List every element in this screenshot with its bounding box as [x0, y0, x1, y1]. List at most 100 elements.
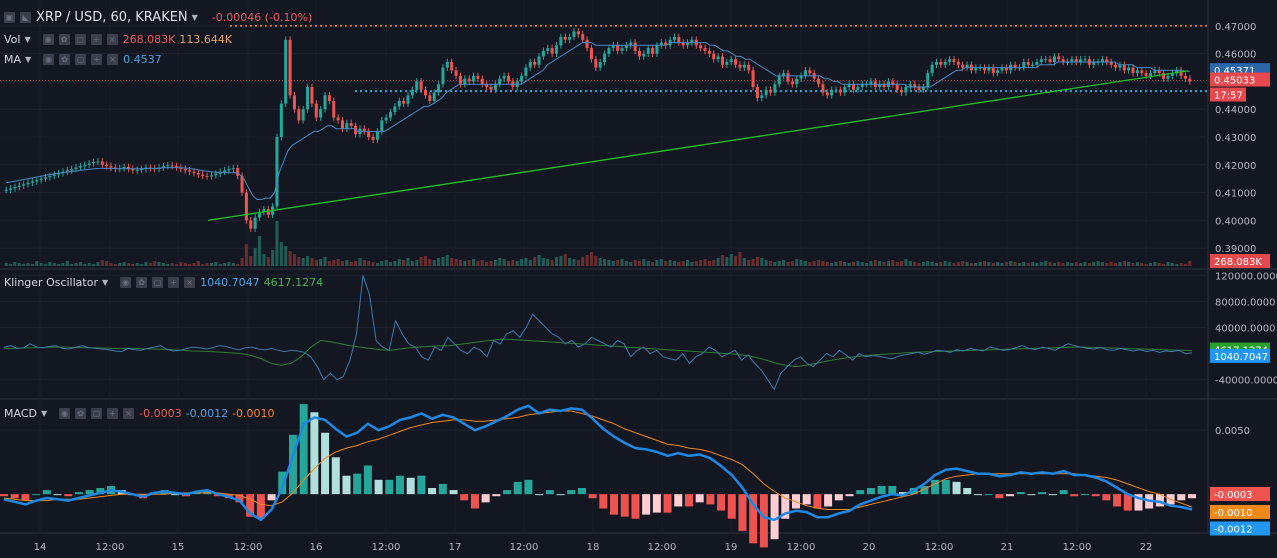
klinger-dropdown-icon[interactable]: ▼ [101, 278, 109, 287]
candle-body [1166, 75, 1170, 79]
candle-body [707, 50, 711, 54]
candle-body [437, 84, 441, 93]
volume-bar [1057, 262, 1061, 266]
volume-bar [301, 258, 305, 266]
ma-label[interactable]: MA [4, 53, 22, 66]
settings-icon[interactable]: ✿ [136, 277, 148, 288]
add-icon[interactable]: + [107, 408, 119, 419]
ma-dropdown-icon[interactable]: ▼ [25, 55, 32, 64]
close-icon[interactable]: × [106, 34, 118, 45]
code-icon[interactable]: ▢ [75, 54, 87, 65]
volume-bar [371, 262, 375, 266]
macd-histogram-bar [417, 475, 426, 495]
add-icon[interactable]: + [91, 54, 103, 65]
klinger-label[interactable]: Klinger Oscillator [4, 276, 98, 289]
code-icon[interactable]: ▢ [152, 277, 164, 288]
candle-body [655, 45, 659, 54]
candle-body [209, 175, 213, 177]
volume-bar [253, 248, 257, 266]
candle-body [825, 92, 829, 96]
close-icon[interactable]: × [184, 277, 196, 288]
add-icon[interactable]: + [90, 34, 102, 45]
close-icon[interactable]: × [107, 54, 119, 65]
vol-label[interactable]: Vol [4, 33, 21, 46]
eye-icon[interactable]: ◉ [59, 408, 71, 419]
candle-body [987, 67, 991, 71]
candle-body [533, 62, 537, 65]
macd-histogram-bar [492, 494, 501, 497]
volume-bar [524, 258, 528, 266]
candle-body [201, 174, 205, 176]
volume-bar [843, 262, 847, 266]
vol-value-1: 268.083K [122, 33, 176, 46]
macd-histogram-bar [556, 494, 565, 496]
symbol-dropdown-icon[interactable]: ▼ [191, 13, 198, 22]
volume-bar [917, 263, 921, 266]
volume-bar [533, 257, 537, 266]
klinger-signal-line [4, 338, 1193, 368]
candle-body [4, 189, 8, 191]
candle-body [991, 67, 995, 74]
close-icon[interactable]: × [123, 408, 135, 419]
code-icon[interactable]: ▢ [74, 34, 86, 45]
expand-icon[interactable]: ◣ [20, 12, 31, 23]
candle-body [454, 70, 458, 76]
settings-icon[interactable]: ✿ [58, 34, 70, 45]
macd-histogram-bar [1006, 494, 1015, 497]
macd-label[interactable]: MACD [4, 407, 37, 420]
collapse-icon[interactable]: ▣ [4, 12, 15, 23]
candle-body [493, 84, 497, 90]
code-icon[interactable]: ▢ [91, 408, 103, 419]
volume-bar [1048, 262, 1052, 266]
candle-body [847, 84, 851, 87]
macd-histogram-bar [363, 465, 372, 495]
trendline-segment [207, 70, 1189, 221]
candle-body [1153, 70, 1157, 74]
macd-histogram-bar [406, 477, 415, 495]
macd-histogram-bar [171, 494, 180, 496]
macd-signal-badge: -0.0010 [1214, 508, 1253, 519]
eye-icon[interactable]: ◉ [43, 54, 55, 65]
volume-bar [1105, 263, 1109, 266]
volume-bar [345, 260, 349, 266]
eye-icon[interactable]: ◉ [120, 277, 132, 288]
trendline[interactable] [207, 70, 1189, 221]
macd-dropdown-icon[interactable]: ▼ [40, 409, 48, 418]
add-icon[interactable]: + [168, 277, 180, 288]
candle-body [70, 168, 74, 171]
volume-bar [594, 256, 598, 266]
macd-histogram-bar [963, 488, 972, 495]
volume-bar [690, 262, 694, 266]
candle-body [817, 78, 821, 85]
settings-icon[interactable]: ✿ [75, 408, 87, 419]
candle-body [458, 75, 462, 85]
macd-histogram-bar [278, 471, 287, 495]
volume-bar [825, 262, 829, 266]
candle-body [380, 120, 384, 132]
volume-bar [476, 261, 480, 266]
candle-body [275, 137, 279, 207]
volume-bar [445, 255, 449, 266]
volume-bar [677, 262, 681, 266]
macd-histogram-bar [674, 494, 683, 507]
macd-histogram-bar [1123, 494, 1132, 511]
vol-dropdown-icon[interactable]: ▼ [24, 35, 31, 44]
candle-body [371, 137, 375, 140]
volume-bar [30, 264, 34, 266]
time-tick-label: 12:00 [372, 542, 401, 553]
volume-bar [257, 236, 262, 266]
settings-icon[interactable]: ✿ [59, 54, 71, 65]
candle-body [768, 89, 773, 93]
symbol-title[interactable]: XRP / USD, 60, KRAKEN [36, 10, 188, 25]
volume-bar [192, 263, 196, 266]
macd-histogram-bar [246, 494, 255, 517]
volume-bar [952, 263, 956, 266]
eye-icon[interactable]: ◉ [42, 34, 54, 45]
volume-bar [991, 263, 995, 266]
volume-bar [1140, 263, 1144, 266]
volume-bar [480, 260, 484, 266]
candle-body [65, 170, 69, 172]
candle-body [428, 95, 432, 101]
macd-histogram-bar [385, 479, 394, 495]
